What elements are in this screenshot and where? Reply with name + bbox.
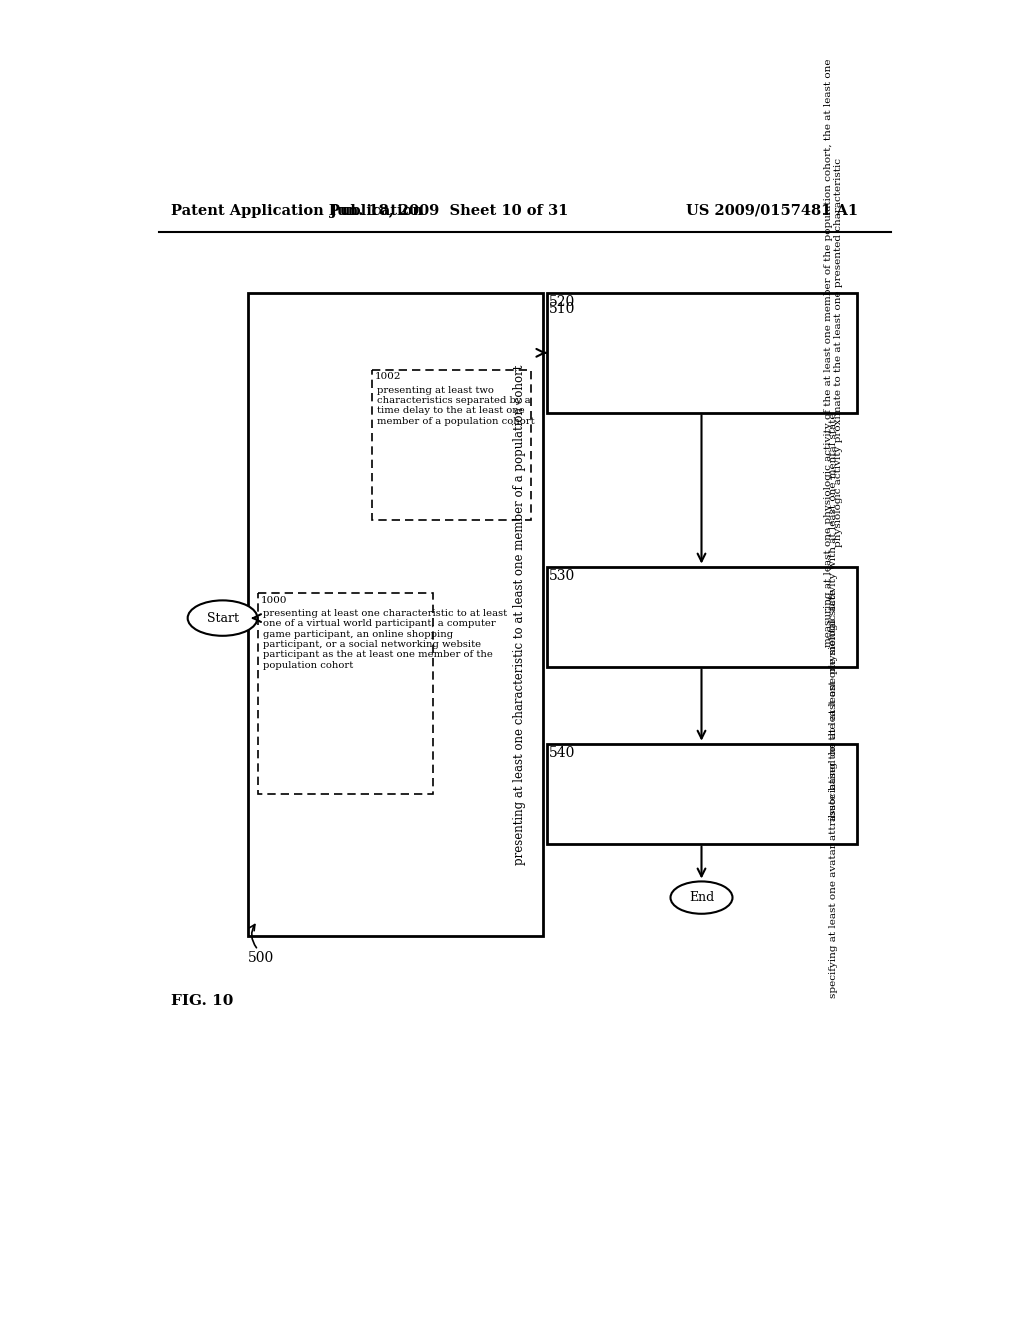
FancyArrowPatch shape	[250, 924, 256, 948]
FancyBboxPatch shape	[258, 594, 432, 793]
Text: 530: 530	[549, 569, 575, 583]
FancyArrowPatch shape	[549, 322, 557, 352]
Text: FIG. 10: FIG. 10	[171, 994, 233, 1008]
Text: 1002: 1002	[375, 372, 401, 381]
Text: 540: 540	[549, 746, 575, 760]
Ellipse shape	[671, 882, 732, 913]
Text: associating the at least one physiologic activity with at least one mental state: associating the at least one physiologic…	[828, 412, 838, 821]
FancyBboxPatch shape	[547, 566, 856, 667]
Text: Patent Application Publication: Patent Application Publication	[171, 203, 423, 218]
Text: Jun. 18, 2009  Sheet 10 of 31: Jun. 18, 2009 Sheet 10 of 31	[331, 203, 568, 218]
Ellipse shape	[187, 601, 257, 636]
Text: US 2009/0157481 A1: US 2009/0157481 A1	[686, 203, 858, 218]
FancyBboxPatch shape	[547, 743, 856, 843]
FancyBboxPatch shape	[372, 370, 531, 520]
Text: presenting at least one characteristic to at least
one of a virtual world partic: presenting at least one characteristic t…	[263, 609, 507, 669]
Text: presenting at least two
characteristics separated by a
time delay to the at leas: presenting at least two characteristics …	[377, 385, 535, 426]
Text: 500: 500	[248, 952, 274, 965]
Text: 520: 520	[549, 296, 575, 309]
FancyBboxPatch shape	[248, 293, 543, 936]
Text: measuring at least one physiologic activity of the at least one member of the po: measuring at least one physiologic activ…	[823, 58, 843, 647]
FancyBboxPatch shape	[547, 293, 856, 412]
Text: 510: 510	[549, 302, 575, 317]
Text: specifying at least one avatar attribute based on the at least one mental state: specifying at least one avatar attribute…	[828, 589, 838, 998]
Text: End: End	[689, 891, 714, 904]
Text: 1000: 1000	[260, 595, 287, 605]
Text: presenting at least one characteristic to at least one member of a population co: presenting at least one characteristic t…	[513, 364, 526, 865]
Text: Start: Start	[207, 611, 239, 624]
